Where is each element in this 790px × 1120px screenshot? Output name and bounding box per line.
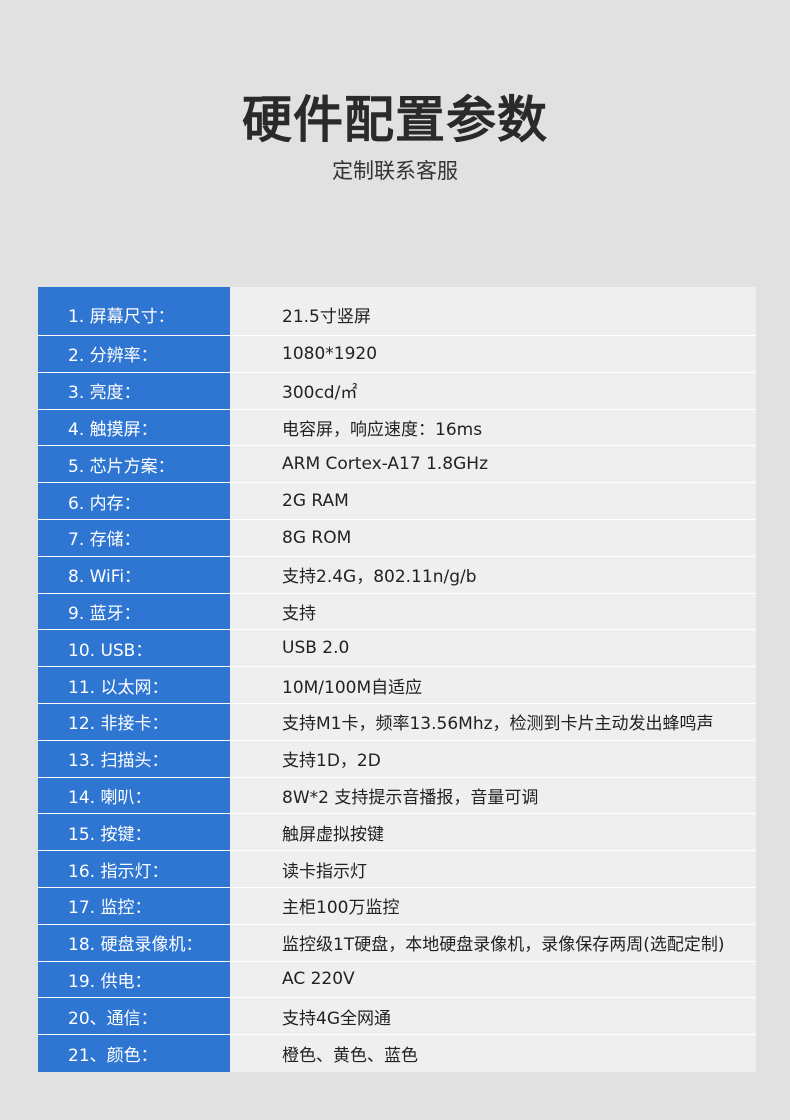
spec-label: 14. 喇叭： — [38, 777, 230, 814]
spec-label: 1. 屏幕尺寸： — [38, 287, 230, 335]
spec-value: 主柜100万监控 — [230, 887, 756, 924]
spec-row: 2. 分辨率： 1080*1920 — [38, 336, 756, 373]
spec-label: 2. 分辨率： — [38, 336, 230, 372]
spec-row: 17. 监控： 主柜100万监控 — [38, 887, 756, 925]
spec-label: 21、颜色： — [38, 1035, 230, 1072]
spec-row: 19. 供电： AC 220V — [38, 961, 756, 999]
spec-label: 8. WiFi： — [38, 556, 230, 593]
spec-label: 15. 按键： — [38, 814, 230, 851]
spec-value: AC 220V — [230, 961, 756, 998]
spec-row: 1. 屏幕尺寸： 21.5寸竖屏 — [38, 287, 756, 336]
spec-row: 5. 芯片方案： ARM Cortex-A17 1.8GHz — [38, 446, 756, 484]
spec-value: 21.5寸竖屏 — [230, 287, 756, 335]
spec-row: 6. 内存： 2G RAM — [38, 483, 756, 520]
spec-row: 20、通信： 支持4G全网通 — [38, 998, 756, 1036]
spec-label: 19. 供电： — [38, 961, 230, 998]
spec-row: 7. 存储： 8G ROM — [38, 519, 756, 557]
spec-value: ARM Cortex-A17 1.8GHz — [230, 446, 756, 483]
spec-row: 14. 喇叭： 8W*2 支持提示音播报，音量可调 — [38, 777, 756, 815]
spec-row: 16. 指示灯： 读卡指示灯 — [38, 851, 756, 888]
spec-label: 3. 亮度： — [38, 372, 230, 409]
spec-value: 300cd/㎡ — [230, 372, 756, 409]
spec-value: 支持M1卡，频率13.56Mhz，检测到卡片主动发出蜂鸣声 — [230, 703, 756, 740]
spec-label: 10. USB： — [38, 630, 230, 667]
spec-row: 10. USB： USB 2.0 — [38, 630, 756, 668]
spec-label: 20、通信： — [38, 998, 230, 1035]
spec-row: 3. 亮度： 300cd/㎡ — [38, 372, 756, 410]
spec-label: 9. 蓝牙： — [38, 593, 230, 630]
spec-label: 13. 扫描头： — [38, 740, 230, 777]
spec-value: USB 2.0 — [230, 630, 756, 667]
spec-value: 支持4G全网通 — [230, 998, 756, 1035]
spec-value: 支持 — [230, 593, 756, 630]
spec-label: 6. 内存： — [38, 483, 230, 519]
spec-value: 8W*2 支持提示音播报，音量可调 — [230, 777, 756, 814]
spec-row: 8. WiFi： 支持2.4G，802.11n/g/b — [38, 556, 756, 594]
spec-label: 7. 存储： — [38, 519, 230, 556]
page-subtitle: 定制联系客服 — [332, 159, 458, 183]
spec-row: 21、颜色： 橙色、黄色、蓝色 — [38, 1035, 756, 1072]
spec-value: 支持1D，2D — [230, 740, 756, 777]
spec-value: 读卡指示灯 — [230, 851, 756, 887]
spec-value: 电容屏，响应速度：16ms — [230, 409, 756, 446]
spec-value: 10M/100M自适应 — [230, 667, 756, 703]
spec-value: 2G RAM — [230, 483, 756, 519]
spec-value: 监控级1T硬盘，本地硬盘录像机，录像保存两周(选配定制) — [230, 924, 756, 961]
spec-value: 支持2.4G，802.11n/g/b — [230, 556, 756, 593]
page-title: 硬件配置参数 — [242, 91, 548, 149]
spec-row: 9. 蓝牙： 支持 — [38, 593, 756, 631]
spec-row: 4. 触摸屏： 电容屏，响应速度：16ms — [38, 409, 756, 447]
spec-table: 1. 屏幕尺寸： 21.5寸竖屏 2. 分辨率： 1080*1920 3. 亮度： 300… — [38, 287, 756, 1072]
spec-label: 18. 硬盘录像机： — [38, 924, 230, 961]
spec-label: 16. 指示灯： — [38, 851, 230, 887]
spec-label: 4. 触摸屏： — [38, 409, 230, 446]
spec-value: 触屏虚拟按键 — [230, 814, 756, 851]
spec-label: 11. 以太网： — [38, 667, 230, 703]
spec-value: 橙色、黄色、蓝色 — [230, 1035, 756, 1072]
spec-row: 15. 按键： 触屏虚拟按键 — [38, 814, 756, 852]
spec-row: 18. 硬盘录像机： 监控级1T硬盘，本地硬盘录像机，录像保存两周(选配定制) — [38, 924, 756, 962]
spec-value: 8G ROM — [230, 519, 756, 556]
spec-label: 5. 芯片方案： — [38, 446, 230, 483]
spec-label: 17. 监控： — [38, 887, 230, 924]
spec-label: 12. 非接卡： — [38, 703, 230, 740]
spec-row: 12. 非接卡： 支持M1卡，频率13.56Mhz，检测到卡片主动发出蜂鸣声 — [38, 703, 756, 741]
spec-value: 1080*1920 — [230, 336, 756, 372]
spec-row: 13. 扫描头： 支持1D，2D — [38, 740, 756, 778]
spec-row: 11. 以太网： 10M/100M自适应 — [38, 667, 756, 704]
